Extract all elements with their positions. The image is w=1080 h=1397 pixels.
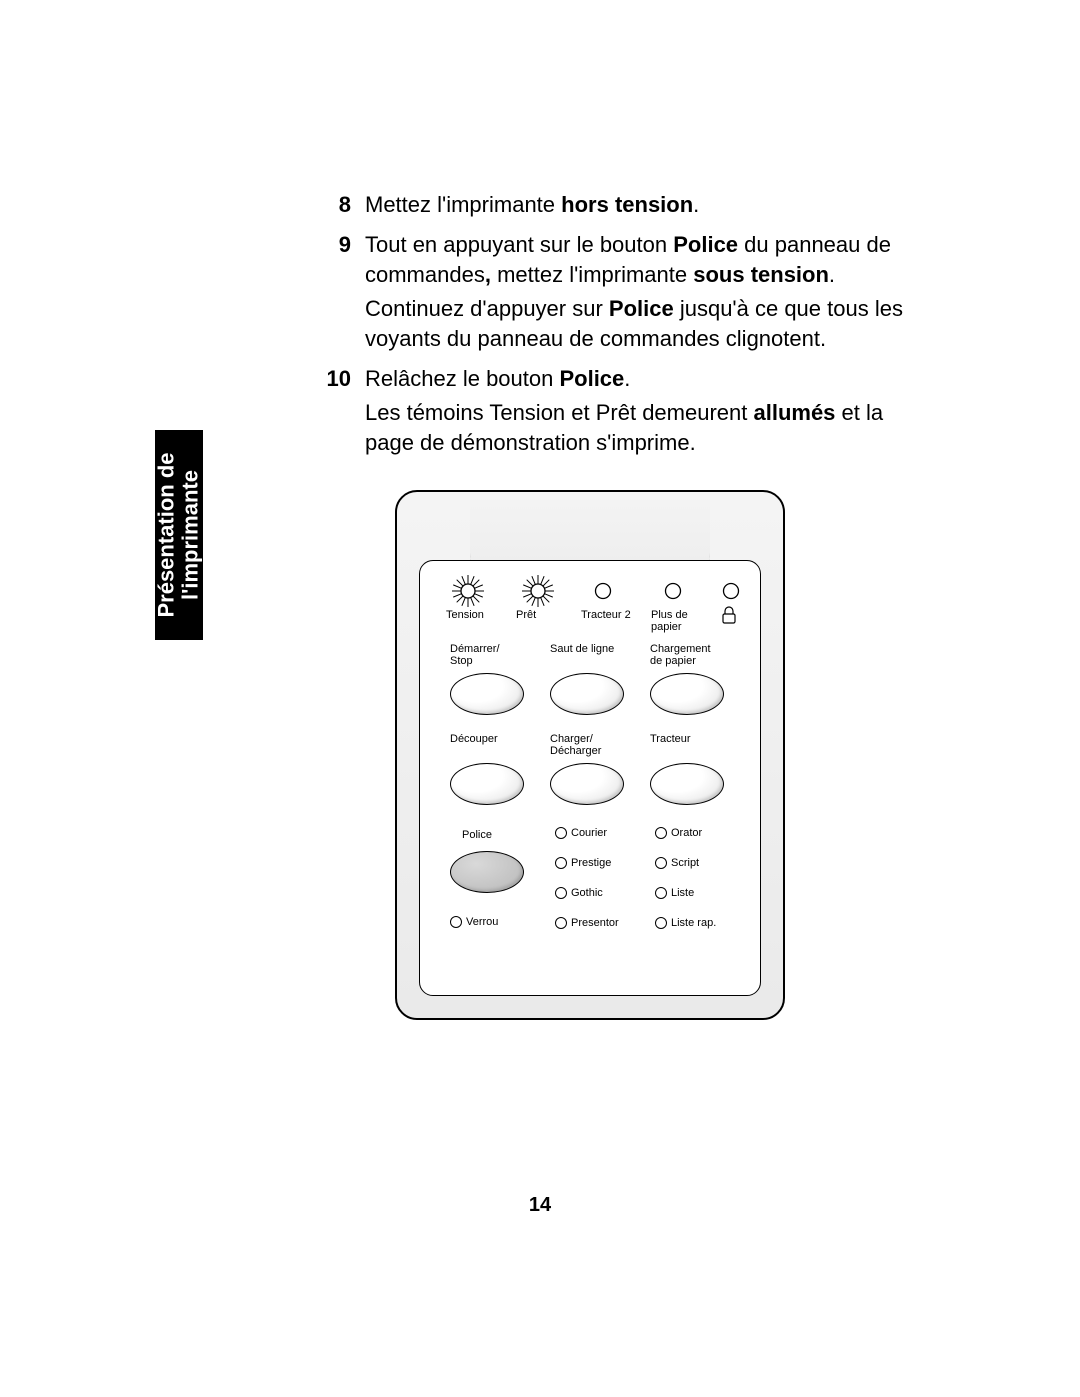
- bold-text: hors tension: [561, 192, 693, 217]
- page: Présentation de l'imprimante 8Mettez l'i…: [0, 0, 1080, 1397]
- side-tab: Présentation de l'imprimante: [155, 430, 203, 640]
- button-label: Démarrer/ Stop: [450, 643, 500, 667]
- instruction-step: 9Tout en appuyant sur le bouton Police d…: [305, 230, 915, 358]
- led-indicator-off: [655, 573, 691, 609]
- button-label: Police: [462, 829, 492, 841]
- led-label: Tension: [446, 609, 484, 621]
- font-option: Courier: [555, 827, 607, 839]
- oval-button: [650, 763, 724, 805]
- font-option: Liste: [655, 887, 694, 899]
- oval-button: [450, 763, 524, 805]
- button-label: Saut de ligne: [550, 643, 614, 655]
- step-paragraph: Tout en appuyant sur le bouton Police du…: [365, 230, 915, 290]
- page-number: 14: [0, 1194, 1080, 1217]
- led-label: Prêt: [516, 609, 536, 621]
- text: Tout en appuyant sur le bouton: [365, 232, 673, 257]
- button-label: Découper: [450, 733, 498, 745]
- police-button: [450, 851, 524, 893]
- font-option: Prestige: [555, 857, 611, 869]
- step-paragraph: Relâchez le bouton Police.: [365, 364, 915, 394]
- led-indicator-on: [450, 573, 486, 609]
- oval-button: [450, 673, 524, 715]
- step-paragraph: Continuez d'appuyer sur Police jusqu'à c…: [365, 294, 915, 354]
- bold-text: Police: [673, 232, 738, 257]
- panel-inner-frame: Tension Prêt Tracteur 2 Plus de papier Démar…: [419, 560, 761, 996]
- step-body: Mettez l'imprimante hors tension.: [365, 190, 915, 224]
- instruction-step: 10Relâchez le bouton Police. Les témoins …: [305, 364, 915, 462]
- oval-button: [550, 763, 624, 805]
- text: Les témoins Tension et Prêt demeurent: [365, 400, 753, 425]
- font-option: Liste rap.: [655, 917, 716, 929]
- step-body: Tout en appuyant sur le bouton Police du…: [365, 230, 915, 358]
- verrou-indicator: Verrou: [450, 916, 498, 928]
- side-tab-line2: l'imprimante: [178, 470, 203, 600]
- oval-button: [550, 673, 624, 715]
- font-option: Presentor: [555, 917, 619, 929]
- button-label: Tracteur: [650, 733, 691, 745]
- step-number: 10: [305, 364, 365, 462]
- button-label: Charger/ Décharger: [550, 733, 601, 757]
- text: Mettez l'imprimante: [365, 192, 561, 217]
- oval-button: [650, 673, 724, 715]
- text: .: [829, 262, 835, 287]
- led-label: Tracteur 2: [581, 609, 631, 621]
- bold-text: allumés: [753, 400, 835, 425]
- led-indicator-off: [713, 573, 749, 609]
- font-option: Script: [655, 857, 699, 869]
- step-number: 8: [305, 190, 365, 224]
- bold-text: Police: [609, 296, 674, 321]
- text: Continuez d'appuyer sur: [365, 296, 609, 321]
- text: .: [693, 192, 699, 217]
- led-indicator-on: [520, 573, 556, 609]
- printer-control-panel: Tension Prêt Tracteur 2 Plus de papier Démar…: [395, 490, 785, 1020]
- led-indicator-off: [585, 573, 621, 609]
- text: mettez l'imprimante: [491, 262, 693, 287]
- font-option: Orator: [655, 827, 702, 839]
- text: Relâchez le bouton: [365, 366, 559, 391]
- font-option: Gothic: [555, 887, 603, 899]
- bold-text: sous tension: [693, 262, 829, 287]
- step-body: Relâchez le bouton Police. Les témoins Te…: [365, 364, 915, 462]
- step-paragraph: Les témoins Tension et Prêt demeurent al…: [365, 398, 915, 458]
- text: .: [624, 366, 630, 391]
- instruction-step: 8Mettez l'imprimante hors tension.: [305, 190, 915, 224]
- step-number: 9: [305, 230, 365, 358]
- button-label: Chargement de papier: [650, 643, 711, 667]
- bold-text: Police: [559, 366, 624, 391]
- step-paragraph: Mettez l'imprimante hors tension.: [365, 190, 915, 220]
- led-label: Plus de papier: [651, 609, 688, 633]
- side-tab-line1: Présentation de: [154, 452, 179, 617]
- instruction-list: 8Mettez l'imprimante hors tension.9Tout …: [305, 190, 915, 468]
